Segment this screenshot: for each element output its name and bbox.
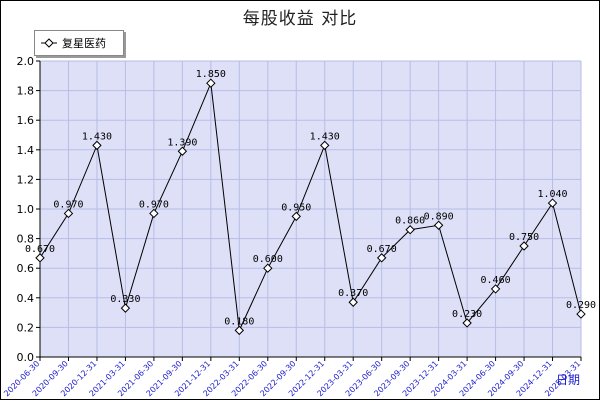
data-point [177, 146, 188, 156]
data-point [35, 253, 45, 263]
y-tick-label: 0.4 [17, 292, 35, 305]
data-point [490, 284, 501, 294]
y-tick-label: 0.8 [17, 233, 35, 246]
data-point [149, 208, 159, 219]
data-point [291, 211, 301, 222]
series-line [39, 81, 582, 333]
data-point [576, 309, 586, 319]
data-label: 0.230 [452, 309, 482, 320]
data-point [320, 140, 330, 151]
y-tick-label: 0.0 [17, 351, 35, 364]
data-label: 0.370 [338, 288, 368, 299]
data-label: 0.970 [139, 199, 169, 210]
data-point [63, 208, 74, 219]
data-label: 1.430 [82, 131, 112, 142]
data-label: 0.600 [253, 254, 283, 265]
y-tick-label: 0.6 [17, 262, 35, 275]
data-label: 0.670 [25, 244, 55, 255]
data-label: 0.950 [281, 202, 311, 213]
y-tick-label: 1.8 [17, 85, 35, 98]
data-label: 0.860 [395, 216, 425, 227]
x-axis-unit-label: 日期 [556, 373, 581, 387]
y-tick-label: 1.6 [17, 114, 35, 127]
data-label: 1.390 [167, 137, 197, 148]
data-label: 0.890 [424, 211, 454, 222]
data-label: 0.330 [110, 294, 140, 305]
y-tick-label: 0.2 [17, 321, 35, 334]
data-label: 0.670 [367, 244, 397, 255]
data-label: 0.970 [53, 199, 83, 210]
data-point [433, 220, 444, 230]
data-label: 1.430 [310, 131, 340, 142]
legend-marker-icon [41, 38, 57, 48]
y-tick-label: 1.2 [17, 173, 35, 186]
data-label: 0.460 [481, 275, 511, 286]
data-label: 0.750 [509, 232, 539, 243]
data-label: 0.180 [224, 316, 254, 327]
data-point [547, 198, 558, 208]
data-point [462, 318, 472, 328]
y-tick-label: 1.4 [17, 144, 35, 157]
data-label: 1.040 [537, 189, 567, 200]
data-point [348, 297, 358, 307]
data-point [234, 325, 245, 336]
data-point [405, 225, 415, 235]
data-point [206, 78, 216, 88]
chart-title: 每股收益 对比 [242, 9, 358, 29]
y-tick-label: 2.0 [17, 55, 35, 68]
data-point [519, 241, 529, 251]
legend-label: 复星医药 [62, 37, 106, 50]
data-point [376, 253, 387, 263]
data-label: 0.290 [566, 300, 596, 311]
legend: 复星医药 [34, 30, 124, 56]
data-point [120, 303, 131, 313]
data-label: 1.850 [196, 69, 226, 80]
data-point [92, 140, 102, 151]
y-tick-label: 1.0 [17, 203, 35, 216]
data-point [263, 263, 273, 273]
